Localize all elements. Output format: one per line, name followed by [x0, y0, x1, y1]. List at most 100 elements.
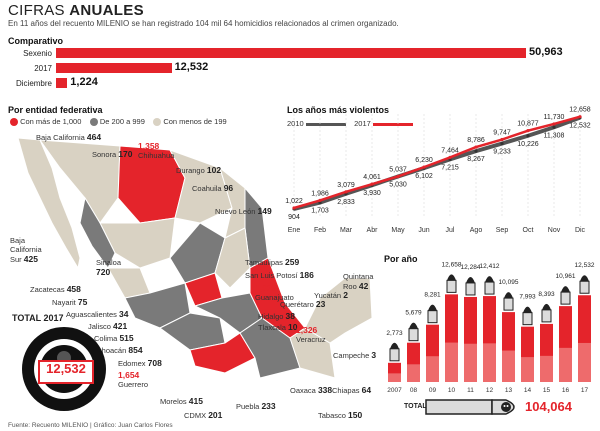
comparativo-heading: Comparativo — [8, 36, 64, 46]
state-label: Morelos 415 — [160, 396, 203, 406]
state-label: Puebla 233 — [236, 401, 276, 411]
bullet-icon — [389, 348, 400, 362]
state-label: Baja California Sur 425 — [10, 236, 42, 264]
comparativo-label: Diciembre — [15, 79, 52, 88]
x-tick-label: Sep — [496, 227, 509, 234]
data-point-2017 — [526, 129, 530, 133]
data-label-2010: 6,102 — [415, 173, 433, 180]
data-label-2010: 5,030 — [389, 182, 407, 189]
state-label: Durango 102 — [176, 165, 222, 175]
data-point-2010 — [474, 149, 478, 153]
state-label: Baja California 464 — [36, 132, 102, 142]
state-baja-california — [17, 137, 81, 270]
title-bold: ANUALES — [69, 2, 144, 19]
data-point-2017 — [552, 122, 556, 126]
year-value-label: 10,095 — [499, 279, 519, 286]
comparativo-value: 50,963 — [529, 46, 563, 58]
bullet-tip-icon — [390, 342, 399, 349]
bullet-icon — [446, 279, 457, 293]
state-label: Edomex 708 — [118, 358, 162, 368]
state-label: Zacatecas 458 — [30, 284, 81, 294]
year-value-label: 8,281 — [424, 292, 441, 299]
data-label-2017: 1,022 — [285, 198, 303, 205]
footer: Fuente: Recuento MILENIO | Gráfico: Juan… — [8, 422, 173, 429]
year-value-label: 8,393 — [538, 291, 555, 298]
data-label-2017: 11,730 — [544, 114, 565, 121]
anual-heading: Por año — [384, 254, 418, 264]
year-value-label: 12,532 — [575, 262, 595, 269]
mexico-map — [17, 137, 373, 379]
bullet-icon — [425, 399, 515, 415]
data-point-2010 — [552, 125, 556, 129]
x-tick-label: Ene — [288, 227, 301, 234]
state-label: Nuevo León 149 — [215, 206, 272, 216]
legend-2010: 2010 — [287, 119, 346, 128]
state-label: Nayarit 75 — [52, 297, 88, 307]
bullet-icon — [560, 291, 571, 305]
state-label: Hidalgo 38 — [258, 311, 295, 321]
year-tick-label: 10 — [448, 387, 456, 394]
data-label-2017: 5,037 — [389, 166, 407, 173]
legend-dot-low — [153, 118, 162, 127]
year-bar-shade — [388, 373, 401, 382]
data-label-2017: 9,747 — [493, 130, 511, 137]
page-subtitle: En 11 años del recuento MILENIO se han r… — [8, 19, 399, 28]
state-label: 1,358 Chihuahua — [138, 141, 175, 160]
x-tick-label: Mar — [340, 227, 353, 234]
data-label-2010: 2,833 — [337, 199, 355, 206]
data-label-2017: 3,079 — [337, 182, 355, 189]
year-value-label: 2,773 — [386, 330, 403, 337]
data-point-2017 — [370, 182, 374, 186]
footer-fuente: Fuente: Recuento MILENIO — [8, 422, 89, 429]
bullet-tip-icon — [466, 276, 475, 283]
data-point-2017 — [500, 137, 504, 142]
x-tick-label: May — [391, 227, 405, 234]
state-label: Tlaxcala 10 — [258, 322, 298, 332]
anual-total-value: 104,064 — [525, 399, 572, 414]
legend-dot-mid — [89, 118, 98, 127]
comparativo-bar — [56, 63, 172, 73]
year-tick-label: 2007 — [387, 387, 402, 394]
total-2017-label: TOTAL 2017 — [12, 313, 64, 323]
data-point-2017 — [474, 145, 478, 149]
legend-item-high: Con más de 1,000 — [10, 117, 82, 127]
year-tick-label: 15 — [543, 387, 551, 394]
x-tick-label: Feb — [314, 227, 326, 234]
data-label-2017: 7,464 — [441, 147, 459, 154]
year-bar-shade — [464, 343, 477, 382]
year-value-label: 10,961 — [556, 273, 576, 280]
year-value-label: 12,658 — [442, 262, 462, 268]
comparativo-bar — [56, 78, 68, 88]
state-label: Yucatán 2 — [314, 290, 348, 300]
year-value-label: 7,993 — [519, 294, 536, 301]
legend-label-high: Con más de 1,000 — [20, 117, 82, 126]
state-chiapas — [289, 327, 336, 379]
year-value-label: 12,412 — [480, 263, 500, 270]
bullet-icon — [579, 280, 590, 294]
state-label: Jalisco 421 — [88, 321, 128, 331]
bullet-tip-icon — [580, 275, 589, 282]
state-label: Campeche 3 — [333, 350, 377, 360]
state-label: Oaxaca 338 — [290, 385, 333, 395]
state-label: Tamaulipas 259 — [245, 257, 300, 267]
data-label-2010: 10,226 — [517, 141, 539, 148]
title-light: CIFRAS — [8, 2, 65, 19]
data-label-2010: 12,532 — [569, 123, 591, 130]
x-tick-label: Ago — [470, 227, 483, 234]
data-label-2017: 8,786 — [467, 137, 485, 144]
state-label: Coahuila 96 — [192, 183, 234, 193]
bullet-icon — [465, 282, 476, 296]
comparativo-value: 1,224 — [70, 76, 98, 88]
legend-item-mid: De 200 a 999 — [89, 117, 145, 127]
year-tick-label: 13 — [505, 387, 513, 394]
data-label-2017: 10,877 — [517, 121, 539, 128]
data-label-2010: 1,703 — [311, 208, 329, 215]
x-tick-label: Abr — [367, 227, 379, 234]
bullet-tip-icon — [447, 274, 456, 281]
footer-grafico: Gráfico: Juan Carlos Flores — [93, 422, 173, 429]
year-tick-label: 11 — [467, 387, 474, 394]
state-label: Quintana Roo 42 — [343, 272, 374, 291]
year-bar-shade — [426, 356, 439, 382]
year-value-label: 5,679 — [405, 310, 422, 317]
legend-dot-high — [10, 118, 18, 127]
